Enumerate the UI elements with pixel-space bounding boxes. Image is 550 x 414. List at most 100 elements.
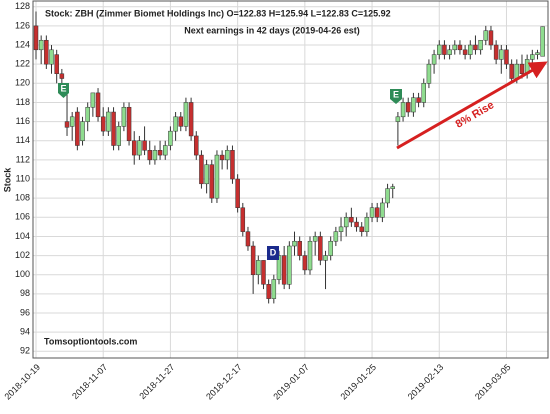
candle-body bbox=[142, 140, 147, 151]
x-tick-label: 2018-10-19 bbox=[2, 362, 42, 402]
y-tick-label: 124 bbox=[15, 39, 30, 49]
candle-body bbox=[452, 44, 458, 51]
candle-body bbox=[297, 240, 302, 256]
candle-body bbox=[152, 150, 158, 161]
y-tick-label: 100 bbox=[15, 269, 30, 279]
candle-body bbox=[354, 221, 359, 228]
candle-body bbox=[302, 255, 308, 271]
candle-body bbox=[338, 226, 344, 232]
candle-body bbox=[245, 231, 251, 247]
annotation-arrow bbox=[396, 61, 548, 150]
y-tick-label: 94 bbox=[20, 327, 30, 337]
candle-body bbox=[509, 63, 514, 79]
x-tick-label: 2019-01-07 bbox=[271, 362, 311, 402]
candle-body bbox=[312, 236, 318, 242]
x-tick-label: 2018-11-27 bbox=[137, 362, 176, 401]
y-tick-label: 108 bbox=[15, 193, 30, 203]
candle-body bbox=[493, 44, 499, 60]
candle-body bbox=[328, 240, 333, 256]
y-axis-label: Stock bbox=[2, 167, 12, 193]
y-tick-label: 128 bbox=[15, 1, 30, 11]
y-tick-label: 120 bbox=[15, 78, 30, 88]
candle-body bbox=[126, 106, 132, 141]
candle-body bbox=[85, 106, 90, 122]
candle-body bbox=[390, 186, 395, 189]
candle-body bbox=[473, 44, 478, 51]
candle-body bbox=[219, 154, 225, 161]
candle-body bbox=[478, 39, 483, 51]
candle-body bbox=[380, 202, 385, 218]
x-tick-label: 2018-12-17 bbox=[204, 362, 244, 402]
y-tick-label: 92 bbox=[20, 346, 30, 356]
candle-body bbox=[395, 116, 401, 122]
chart-subtitle: Next earnings in 42 days (2019-04-26 est… bbox=[184, 25, 360, 35]
y-tick-label: 116 bbox=[16, 116, 30, 126]
candle-body bbox=[266, 284, 271, 299]
candle-body bbox=[54, 54, 59, 74]
candle-body bbox=[530, 54, 535, 60]
candle-body bbox=[333, 231, 339, 242]
candle-body bbox=[442, 44, 447, 55]
candle-body bbox=[369, 207, 375, 218]
candle-body bbox=[400, 102, 406, 118]
candle-body bbox=[194, 135, 199, 156]
candle-body bbox=[44, 39, 49, 65]
candle-body bbox=[318, 236, 323, 261]
candle-body bbox=[100, 116, 106, 132]
candle-body bbox=[106, 111, 111, 132]
candle-body bbox=[416, 97, 421, 103]
candle-body bbox=[457, 44, 463, 51]
candle-body bbox=[230, 150, 235, 180]
candle-body bbox=[437, 44, 442, 55]
candle-body bbox=[504, 49, 509, 65]
candle-body bbox=[421, 83, 426, 103]
y-tick-label: 102 bbox=[15, 250, 30, 260]
marker-label: E bbox=[60, 83, 66, 93]
y-tick-label: 104 bbox=[15, 231, 30, 241]
candle-body bbox=[157, 150, 163, 156]
candle-body bbox=[183, 102, 189, 127]
y-tick-label: 122 bbox=[15, 59, 30, 69]
candle-body bbox=[178, 116, 184, 127]
candle-body bbox=[256, 260, 261, 275]
candle-body bbox=[287, 245, 292, 285]
marker-badge bbox=[267, 246, 279, 260]
candle-body bbox=[431, 54, 437, 65]
plot-border bbox=[32, 0, 549, 359]
candle-body bbox=[468, 44, 473, 55]
chart-title: Stock: ZBH (Zimmer Biomet Holdings Inc) … bbox=[45, 8, 391, 18]
candle-body bbox=[33, 25, 39, 51]
y-tick-label: 112 bbox=[16, 154, 30, 164]
candle-body bbox=[349, 217, 354, 223]
earnings-marker: E bbox=[58, 83, 69, 98]
candle-body bbox=[250, 245, 256, 275]
y-tick-label: 114 bbox=[16, 135, 30, 145]
candle-body bbox=[411, 97, 416, 113]
candle-body bbox=[514, 63, 520, 79]
candle-body bbox=[261, 260, 266, 285]
candle-body bbox=[426, 63, 432, 84]
candle-body bbox=[323, 255, 328, 261]
candle-body bbox=[116, 126, 121, 146]
x-tick-label: 2019-03-05 bbox=[473, 362, 513, 402]
candle-body bbox=[281, 255, 287, 285]
candle-body bbox=[209, 164, 215, 199]
candle-body bbox=[204, 164, 209, 185]
plot-area: 92 94 96 98 100 102 104 106 108 110 112 114 116 118 12… bbox=[15, 1, 548, 358]
candle-body bbox=[199, 154, 204, 185]
candle-body bbox=[385, 188, 390, 204]
watermark: Tomsoptiontools.com bbox=[44, 336, 137, 346]
candle-body bbox=[69, 116, 75, 127]
y-tick-label: 126 bbox=[15, 20, 30, 30]
y-tick-label: 110 bbox=[16, 173, 30, 183]
candle-body bbox=[147, 150, 152, 161]
candle-body bbox=[49, 49, 54, 65]
candle-body bbox=[111, 111, 116, 146]
candle-body bbox=[488, 30, 494, 46]
y-tick-label: 106 bbox=[15, 212, 30, 222]
marker-label: E bbox=[393, 89, 399, 99]
candle-body bbox=[214, 154, 220, 199]
y-tick-label: 98 bbox=[20, 288, 30, 298]
x-tick-label: 2019-02-13 bbox=[406, 362, 446, 402]
